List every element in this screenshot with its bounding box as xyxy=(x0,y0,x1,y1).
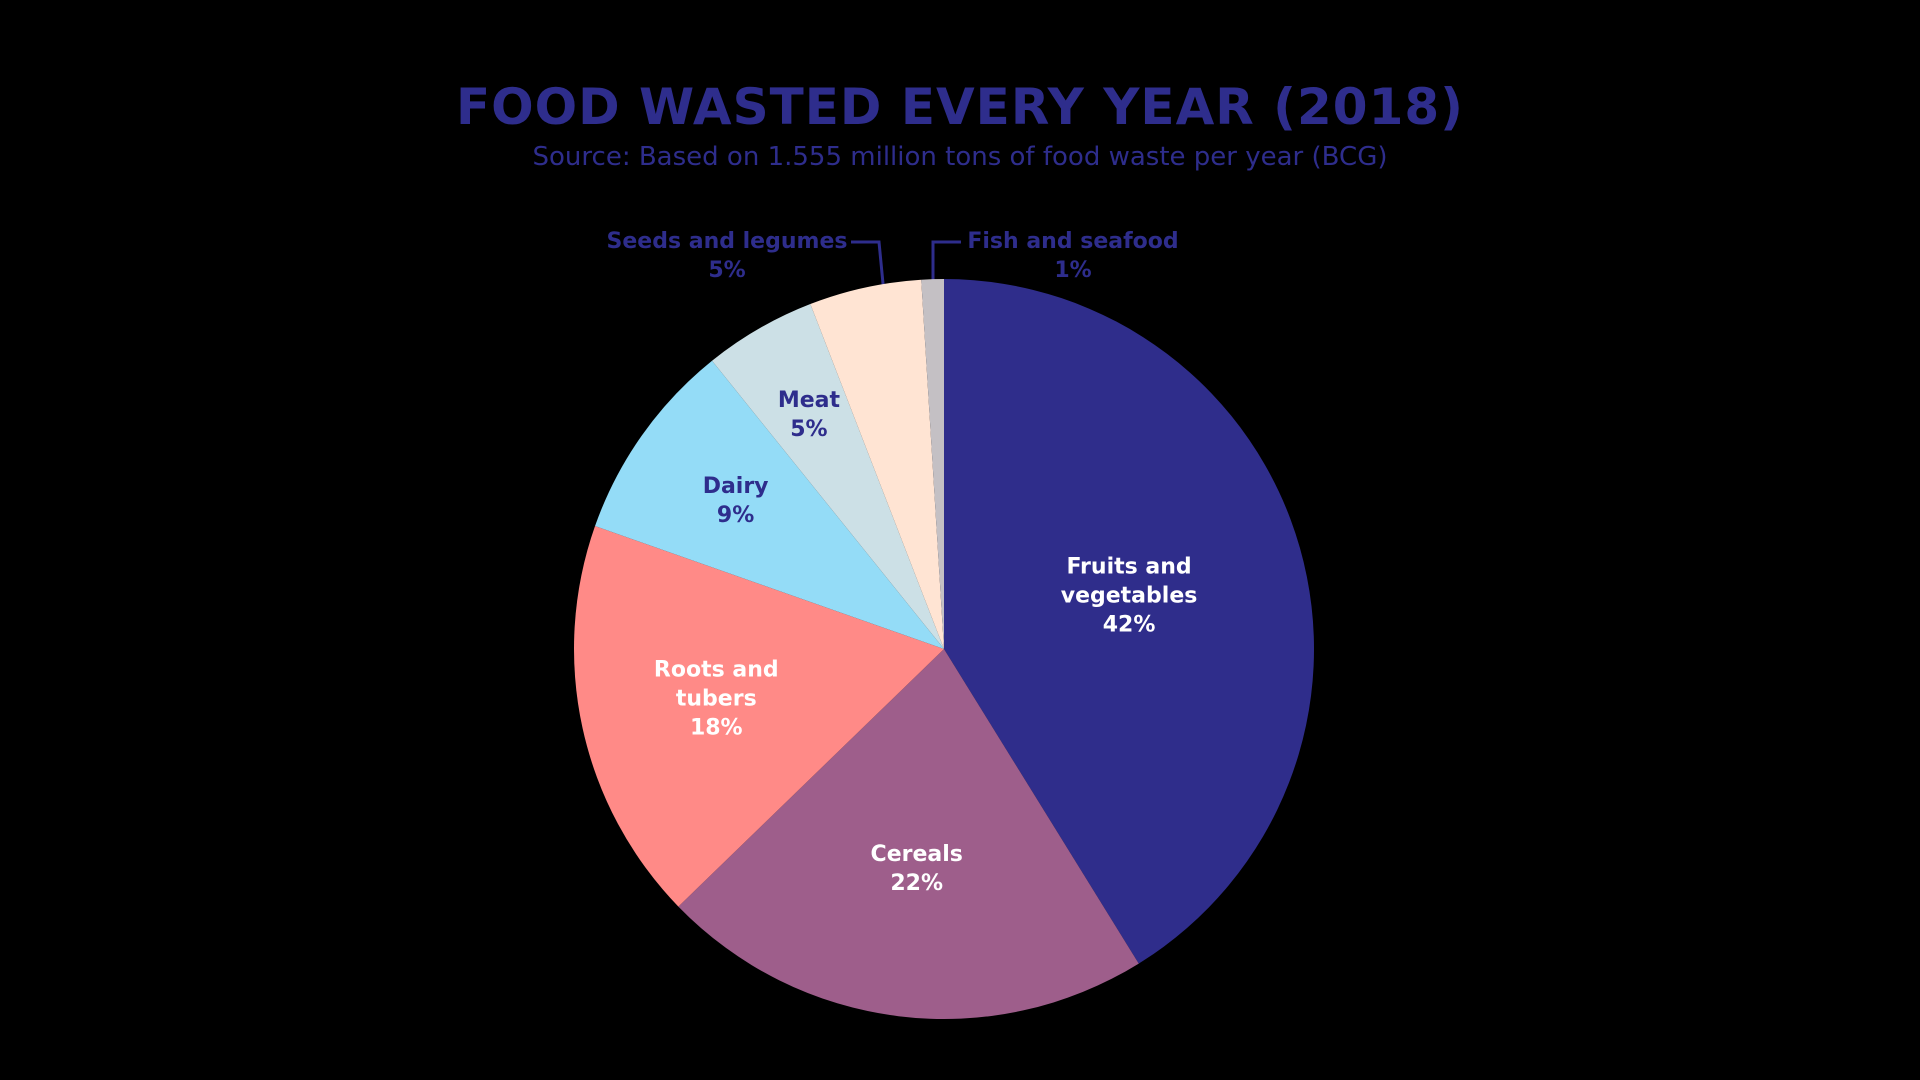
slice-value: 5% xyxy=(708,258,746,283)
slice-label: Seeds and legumes 5% xyxy=(607,227,848,285)
slice-label: Dairy 9% xyxy=(651,472,821,530)
slice-value: 1% xyxy=(1054,258,1092,283)
pie-slice xyxy=(810,279,944,649)
slice-value: 5% xyxy=(790,417,828,443)
leader-line xyxy=(931,240,961,294)
slice-label: Roots and tubers 18% xyxy=(631,655,801,742)
chart-title: FOOD WASTED EVERY YEAR (2018) xyxy=(455,78,1465,136)
slice-value: 22% xyxy=(890,871,944,897)
slice-name: Dairy xyxy=(702,474,769,500)
slice-label: Fruits and vegetables 42% xyxy=(1044,553,1214,640)
pie-slice xyxy=(574,526,944,907)
pie-slice xyxy=(712,303,944,649)
slice-name: Cereals xyxy=(870,842,963,868)
slice-value: 18% xyxy=(689,715,743,741)
pie-slice xyxy=(944,279,1314,964)
slice-name: Fish and seafood xyxy=(967,229,1179,254)
pie-slice xyxy=(595,360,944,649)
chart-subtitle: Source: Based on 1.555 million tons of f… xyxy=(532,142,1388,172)
slice-name: Seeds and legumes xyxy=(606,229,848,254)
slice-name: Roots and tubers xyxy=(653,657,779,712)
leader-line xyxy=(851,240,886,295)
slice-label: Meat 5% xyxy=(724,386,894,444)
pie-slice xyxy=(678,649,1139,1019)
slice-value: 42% xyxy=(1102,612,1156,638)
slice-label: Fish and seafood 1% xyxy=(967,227,1178,285)
pie-slice xyxy=(921,279,944,649)
slice-value: 9% xyxy=(716,503,755,529)
slice-name: Meat xyxy=(777,388,841,414)
slice-name: Fruits and vegetables xyxy=(1060,554,1198,609)
slice-label: Cereals 22% xyxy=(832,840,1002,898)
